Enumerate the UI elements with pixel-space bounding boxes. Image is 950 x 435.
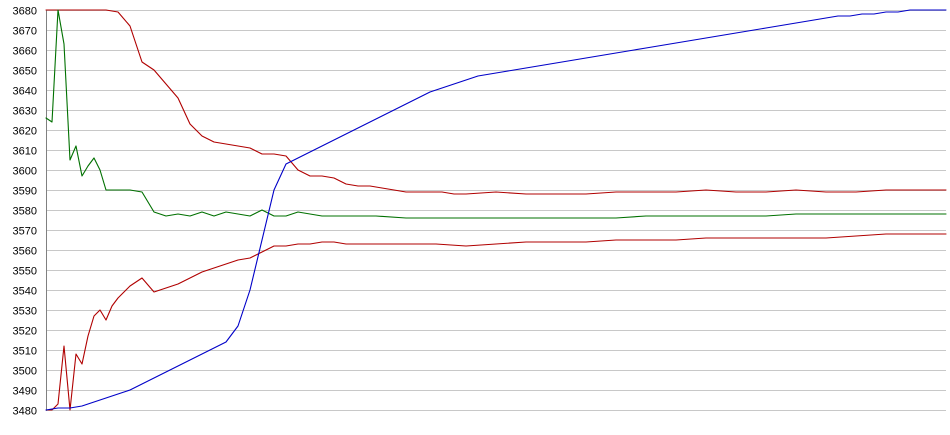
series-line-3 (45, 233, 947, 411)
y-tick-label: 3610 (13, 146, 37, 158)
y-tick-label: 3560 (13, 246, 37, 258)
series-line-4 (45, 9, 947, 411)
y-tick-label: 3480 (13, 406, 37, 418)
y-tick-label: 3490 (13, 386, 37, 398)
y-tick-label: 3550 (13, 266, 37, 278)
series-line-1 (45, 9, 947, 195)
y-tick-label: 3580 (13, 206, 37, 218)
y-tick-label: 3530 (13, 306, 37, 318)
y-tick-label: 3680 (13, 6, 37, 18)
y-tick-label: 3660 (13, 46, 37, 58)
y-tick-label: 3500 (13, 366, 37, 378)
series-line-2 (45, 9, 947, 219)
series-lines (45, 9, 947, 411)
y-tick-label: 3510 (13, 346, 37, 358)
y-tick-label: 3640 (13, 86, 37, 98)
y-tick-label: 3520 (13, 326, 37, 338)
y-tick-label: 3620 (13, 126, 37, 138)
y-tick-label: 3650 (13, 66, 37, 78)
gridlines (46, 10, 946, 411)
y-tick-label: 3600 (13, 166, 37, 178)
y-tick-label: 3590 (13, 186, 37, 198)
y-tick-label: 3570 (13, 226, 37, 238)
y-tick-label: 3670 (13, 26, 37, 38)
y-tick-label: 3540 (13, 286, 37, 298)
y-tick-labels: 3480 3490 3500 3510 3520 3530 3540 3550 3560 3570… (13, 6, 37, 418)
y-tick-label: 3630 (13, 106, 37, 118)
